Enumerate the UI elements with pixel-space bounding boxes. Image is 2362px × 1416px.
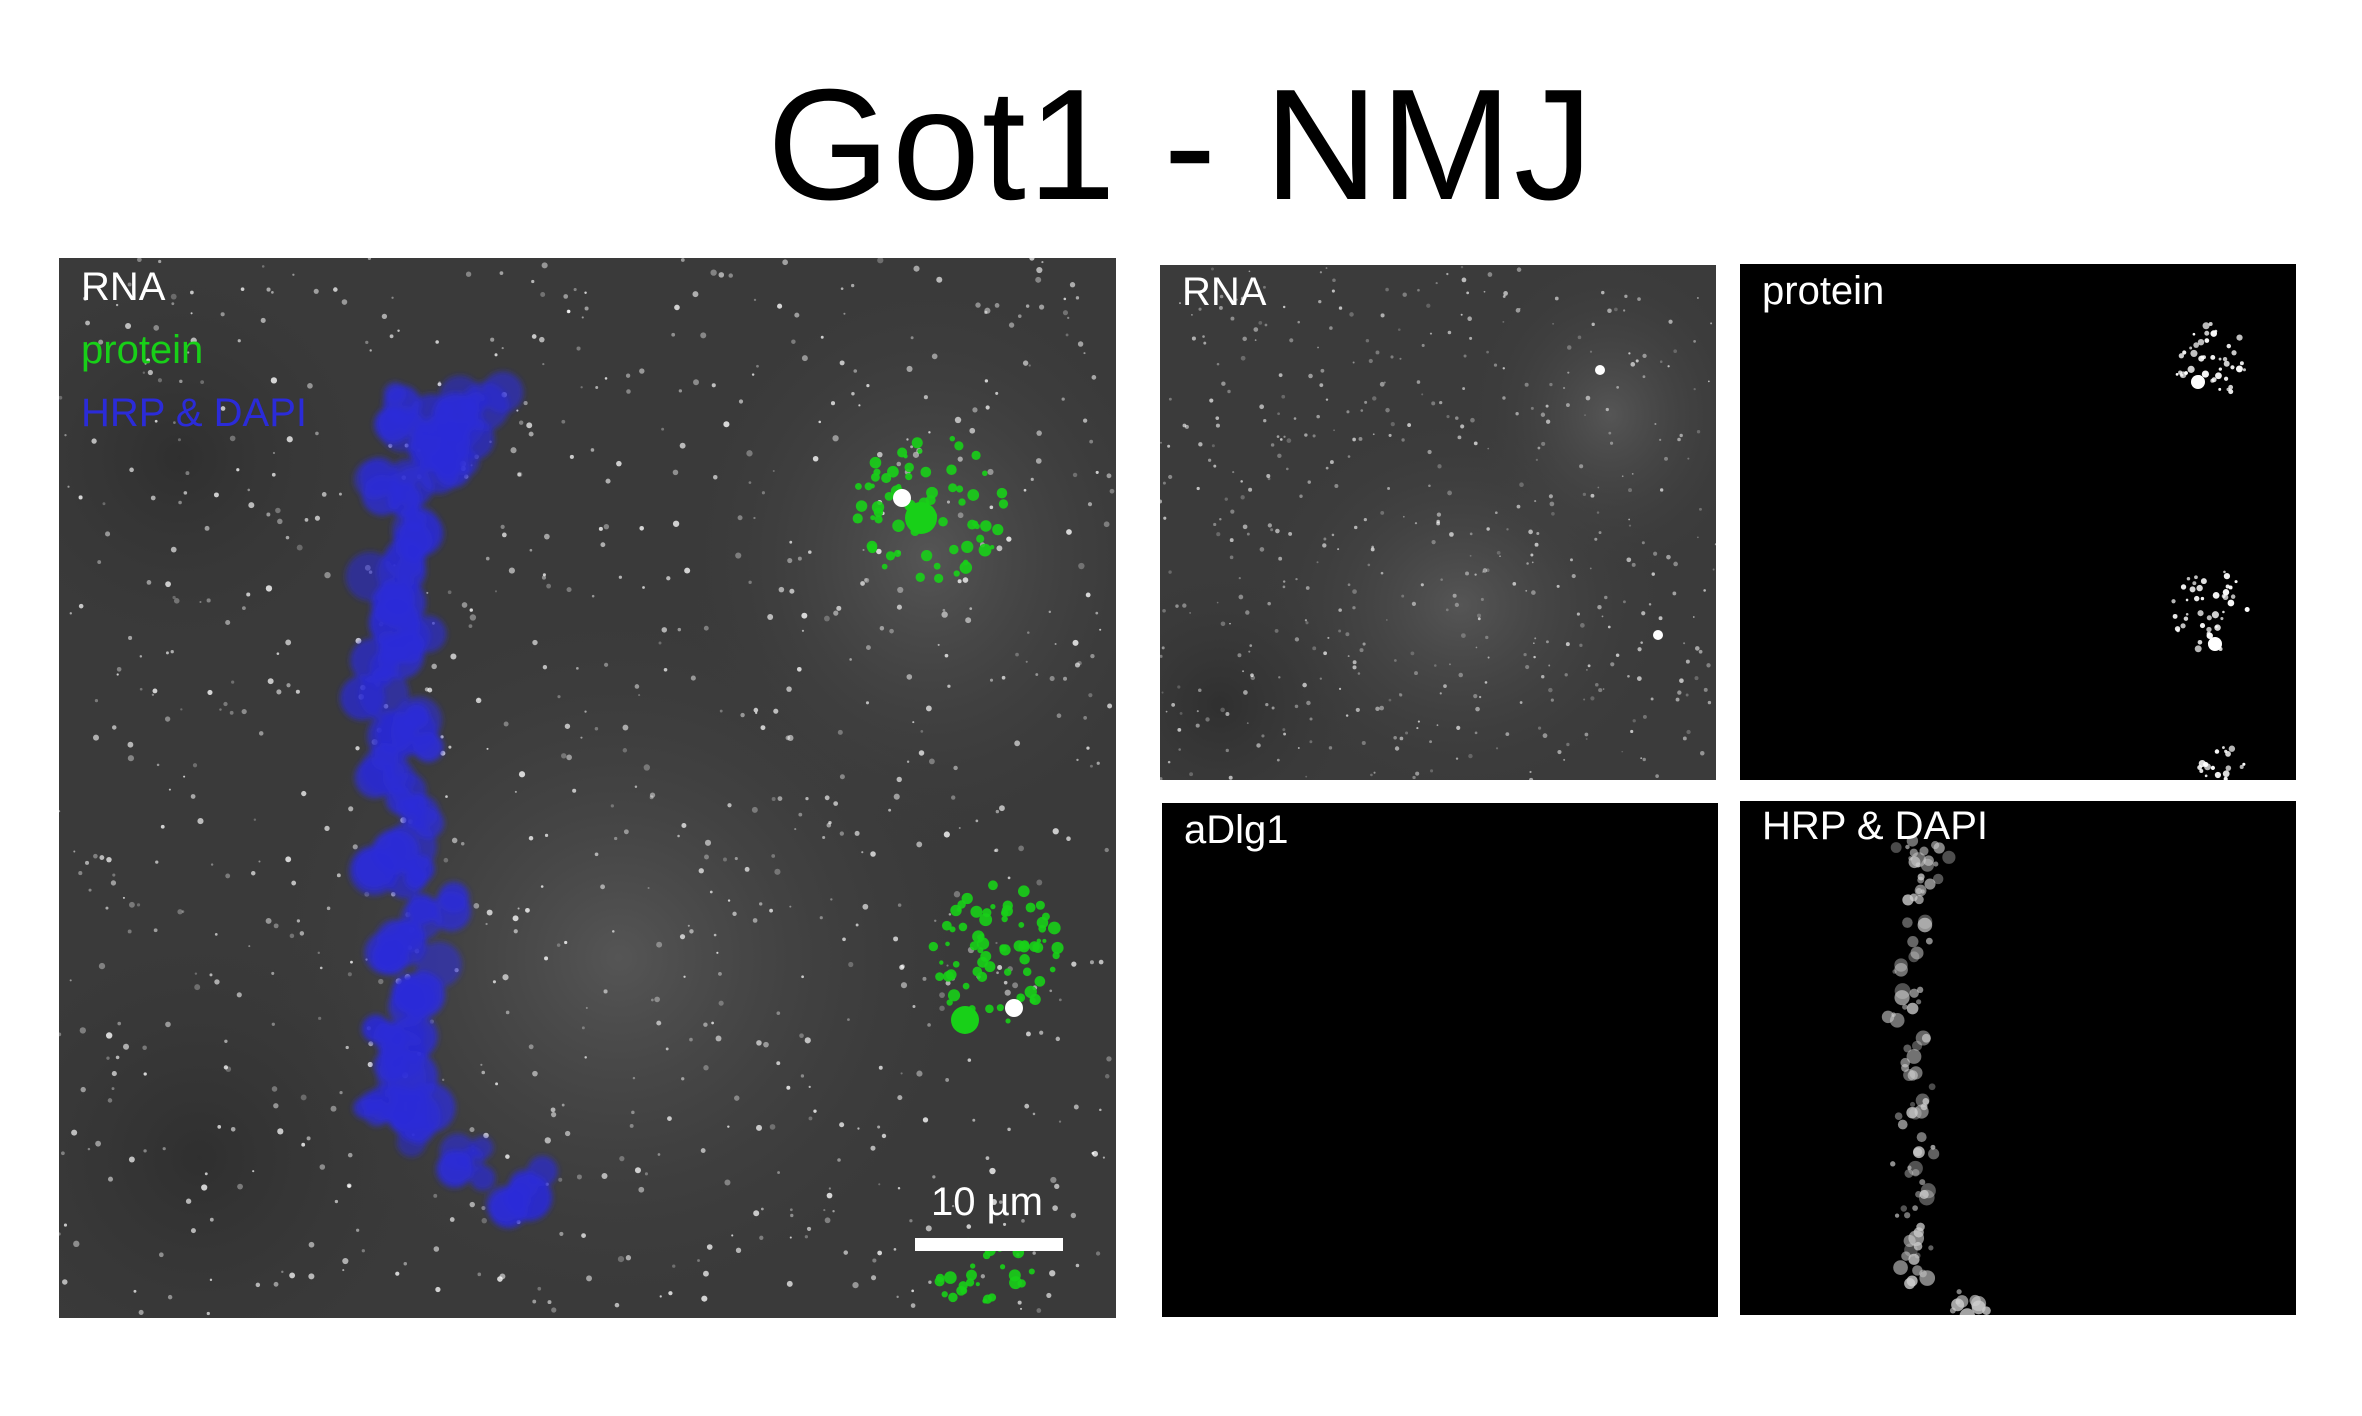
protein-panel: protein: [1740, 264, 2296, 780]
rna-panel-label: RNA: [1182, 269, 1266, 315]
hrp-dapi-panel-label: HRP & DAPI: [1762, 803, 1988, 849]
figure-title: Got1 - NMJ: [0, 55, 2362, 235]
legend-protein-text: protein: [81, 328, 203, 372]
hrp-dapi-image: [1740, 801, 2296, 1315]
scale-bar: [915, 1238, 1063, 1251]
protein-panel-label: protein: [1762, 268, 1884, 314]
rna-panel: RNA: [1160, 265, 1716, 780]
rna-image: [1160, 265, 1716, 780]
legend-rna-text: RNA: [81, 265, 165, 309]
adlg1-panel: aDlg1: [1162, 803, 1718, 1317]
adlg1-panel-label: aDlg1: [1184, 807, 1289, 853]
legend-hrp-dapi: HRP & DAPI: [81, 390, 307, 436]
legend-rna: RNA: [81, 264, 165, 310]
protein-image: [1740, 264, 2296, 780]
scale-bar-label: 10 µm: [931, 1180, 1043, 1225]
hrp-dapi-panel: HRP & DAPI: [1740, 801, 2296, 1315]
legend-protein: protein: [81, 327, 203, 373]
merged-image-panel: RNA protein HRP & DAPI 10 µm: [59, 258, 1116, 1318]
legend-hrp-dapi-text: HRP & DAPI: [81, 391, 307, 435]
